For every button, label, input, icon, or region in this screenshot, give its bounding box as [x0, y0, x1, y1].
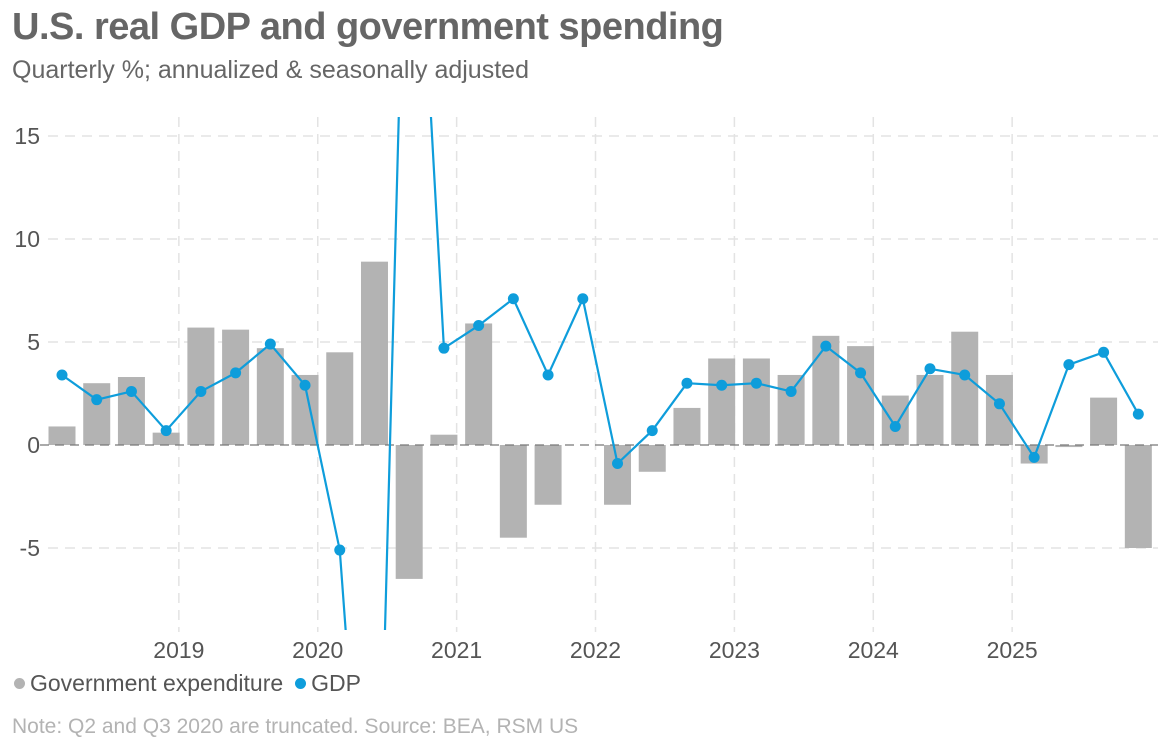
source-note: Note: Q2 and Q3 2020 are truncated. Sour… — [12, 715, 579, 738]
gdp-point — [855, 367, 867, 379]
gov-bar — [48, 426, 76, 445]
gdp-point — [125, 385, 137, 397]
gov-bar — [742, 358, 770, 445]
legend-label-gov: Government expenditure — [30, 670, 284, 696]
gdp-point — [785, 385, 797, 397]
gdp-point — [264, 338, 276, 350]
legend: Government expenditure GDP — [14, 670, 373, 697]
gdp-point — [750, 377, 762, 389]
gdp-point — [160, 425, 172, 437]
y-tick-label: 5 — [27, 329, 40, 355]
gdp-legend-dot-icon — [295, 678, 307, 689]
legend-label-gdp: GDP — [311, 670, 361, 696]
x-tick-label: 2022 — [570, 637, 621, 663]
gdp-point — [1063, 359, 1075, 371]
y-axis-labels: -5 0 5 10 15 — [14, 123, 40, 561]
gdp-point — [820, 340, 832, 352]
gdp-point — [473, 320, 485, 332]
gov-bar — [395, 445, 423, 579]
gov-bar — [1090, 397, 1118, 445]
gdp-point — [230, 367, 242, 379]
gdp-point — [646, 425, 658, 437]
gov-bar — [881, 395, 909, 445]
gov-bar — [499, 445, 527, 538]
gdp-point — [889, 420, 901, 432]
gov-bar — [256, 348, 284, 445]
gov-bar — [951, 331, 979, 445]
x-tick-label: 2019 — [153, 637, 204, 663]
gdp-points — [56, 293, 1144, 556]
gov-bar — [326, 352, 354, 445]
legend-item-gdp[interactable]: GDP — [295, 670, 361, 697]
x-tick-label: 2024 — [848, 637, 899, 663]
x-tick-label: 2025 — [987, 637, 1038, 663]
y-tick-label: 15 — [14, 123, 40, 149]
gdp-point — [438, 342, 450, 354]
gdp-line — [61, 117, 1140, 630]
gov-expenditure-bars — [48, 261, 1152, 579]
y-tick-label: -5 — [20, 535, 40, 561]
gdp-point — [299, 379, 311, 391]
gdp-point — [334, 544, 346, 556]
y-gridlines — [48, 135, 1158, 549]
gov-bar — [847, 346, 875, 445]
gov-bar — [777, 374, 805, 445]
gdp-point — [577, 293, 589, 305]
gov-bar — [360, 261, 388, 445]
chart-title: U.S. real GDP and government spending — [12, 6, 724, 48]
gov-bar — [534, 445, 562, 505]
gdp-point — [681, 377, 693, 389]
legend-item-gov[interactable]: Government expenditure — [14, 670, 283, 697]
gdp-point — [612, 458, 624, 470]
gov-bar — [916, 374, 944, 445]
gov-bar — [1124, 445, 1152, 548]
gdp-point — [993, 398, 1005, 410]
gdp-point — [924, 363, 936, 375]
x-tick-label: 2023 — [709, 637, 760, 663]
gdp-point — [716, 379, 728, 391]
gov-bar — [673, 407, 701, 445]
gdp-point — [1132, 408, 1144, 420]
gdp-point — [56, 369, 68, 381]
y-tick-label: 0 — [27, 432, 40, 458]
gov-bar — [1055, 445, 1083, 448]
x-tick-label: 2020 — [292, 637, 343, 663]
x-axis-labels: 2019 2020 2021 2022 2023 2024 2025 — [153, 637, 1037, 663]
y-tick-label: 10 — [14, 226, 40, 252]
gov-bar — [430, 434, 458, 445]
gov-legend-dot-icon — [14, 678, 25, 689]
chart-subtitle: Quarterly %; annualized & seasonally adj… — [12, 56, 529, 84]
gdp-line-series — [61, 117, 1140, 630]
gov-bar — [638, 445, 666, 472]
gdp-point — [195, 385, 207, 397]
gov-bar — [708, 358, 736, 445]
gov-bar — [465, 323, 493, 445]
gdp-point — [1098, 346, 1110, 358]
x-gridlines — [178, 117, 1013, 632]
gdp-point — [542, 369, 554, 381]
gdp-point — [91, 394, 103, 406]
gdp-point — [1028, 451, 1040, 463]
gov-bar — [985, 374, 1013, 445]
gdp-point — [507, 293, 519, 305]
x-tick-label: 2021 — [431, 637, 482, 663]
gov-bar — [152, 432, 180, 445]
gdp-point — [959, 369, 971, 381]
gov-bar — [222, 329, 250, 445]
